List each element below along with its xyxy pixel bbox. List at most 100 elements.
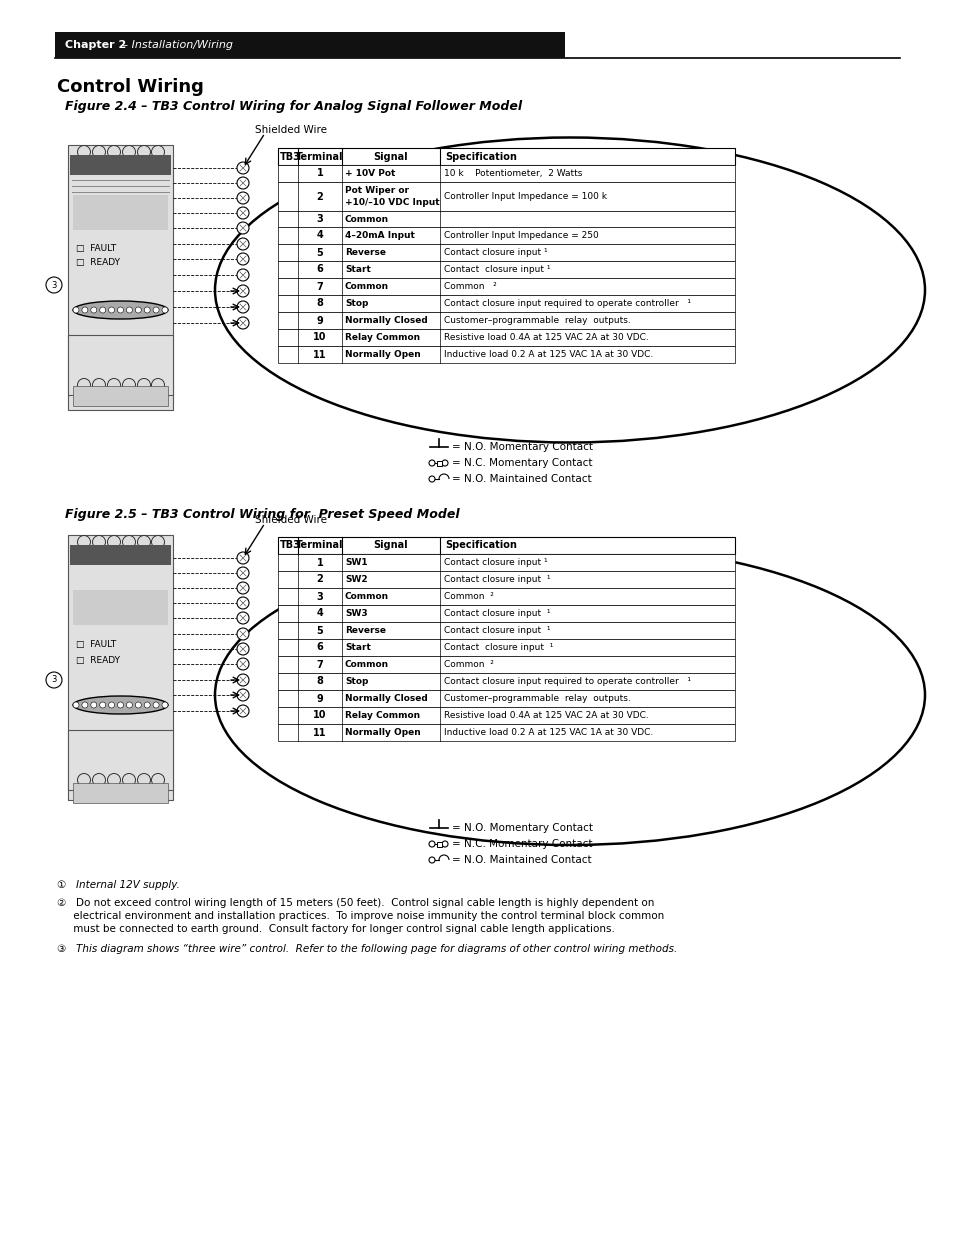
Text: = N.C. Momentary Contact: = N.C. Momentary Contact xyxy=(452,458,592,468)
Text: TB3: TB3 xyxy=(280,541,300,551)
Bar xyxy=(277,182,734,211)
Text: Terminal: Terminal xyxy=(296,152,343,162)
Text: □  READY: □ READY xyxy=(76,258,120,268)
Circle shape xyxy=(135,308,141,312)
Bar xyxy=(277,638,734,656)
Text: must be connected to earth ground.  Consult factory for longer control signal ca: must be connected to earth ground. Consu… xyxy=(57,924,615,934)
Circle shape xyxy=(236,552,249,564)
Circle shape xyxy=(122,146,135,158)
Text: 8: 8 xyxy=(316,677,323,687)
Bar xyxy=(277,329,734,346)
Text: Common: Common xyxy=(345,659,389,669)
Circle shape xyxy=(236,191,249,204)
Circle shape xyxy=(236,222,249,233)
Circle shape xyxy=(144,701,150,708)
Bar xyxy=(277,148,734,165)
Circle shape xyxy=(236,658,249,671)
Bar xyxy=(68,730,172,790)
Bar xyxy=(277,346,734,363)
Circle shape xyxy=(108,146,120,158)
Text: = N.O. Momentary Contact: = N.O. Momentary Contact xyxy=(452,442,593,452)
Circle shape xyxy=(122,536,135,548)
Text: Contact closure input  ¹: Contact closure input ¹ xyxy=(443,626,550,635)
Circle shape xyxy=(441,459,448,466)
Circle shape xyxy=(77,378,91,391)
Bar xyxy=(68,535,172,800)
Circle shape xyxy=(92,146,106,158)
Text: Common   ²: Common ² xyxy=(443,282,497,291)
Circle shape xyxy=(152,536,164,548)
Text: Controller Input Impedance = 250: Controller Input Impedance = 250 xyxy=(443,231,598,240)
Text: 9: 9 xyxy=(316,694,323,704)
Bar xyxy=(73,783,168,803)
Circle shape xyxy=(236,207,249,219)
Text: Chapter 2: Chapter 2 xyxy=(65,40,126,49)
Text: +10/–10 VDC Input: +10/–10 VDC Input xyxy=(345,199,439,207)
Text: Relay Common: Relay Common xyxy=(345,333,419,342)
Circle shape xyxy=(236,269,249,282)
Bar xyxy=(277,588,734,605)
Circle shape xyxy=(137,378,151,391)
Text: Common  ²: Common ² xyxy=(443,659,494,669)
Text: Inductive load 0.2 A at 125 VAC 1A at 30 VDC.: Inductive load 0.2 A at 125 VAC 1A at 30… xyxy=(443,350,653,359)
Text: Shielded Wire: Shielded Wire xyxy=(254,125,327,135)
Bar xyxy=(68,335,172,395)
Circle shape xyxy=(46,672,62,688)
Text: Common: Common xyxy=(345,282,389,291)
Text: 2: 2 xyxy=(316,574,323,584)
Circle shape xyxy=(92,378,106,391)
Text: Start: Start xyxy=(345,266,371,274)
Text: 3: 3 xyxy=(316,214,323,224)
Circle shape xyxy=(236,253,249,266)
Text: Start: Start xyxy=(345,643,371,652)
Circle shape xyxy=(73,701,79,708)
Circle shape xyxy=(100,308,106,312)
Circle shape xyxy=(162,308,168,312)
Text: Inductive load 0.2 A at 125 VAC 1A at 30 VDC.: Inductive load 0.2 A at 125 VAC 1A at 30… xyxy=(443,727,653,737)
Bar xyxy=(73,590,168,625)
Text: 8: 8 xyxy=(316,299,323,309)
Circle shape xyxy=(126,308,132,312)
Text: Relay Common: Relay Common xyxy=(345,711,419,720)
Ellipse shape xyxy=(73,697,168,714)
Text: Normally Open: Normally Open xyxy=(345,350,420,359)
Text: Contact closure input  ¹: Contact closure input ¹ xyxy=(443,609,550,618)
Text: Common: Common xyxy=(345,215,389,224)
Text: Control Wiring: Control Wiring xyxy=(57,78,204,96)
Text: Shielded Wire: Shielded Wire xyxy=(254,515,327,525)
Text: Reverse: Reverse xyxy=(345,626,386,635)
Circle shape xyxy=(236,177,249,189)
Circle shape xyxy=(152,701,159,708)
Circle shape xyxy=(236,705,249,718)
Text: Stop: Stop xyxy=(345,299,368,308)
Text: Contact  closure input ¹: Contact closure input ¹ xyxy=(443,266,550,274)
Circle shape xyxy=(135,701,141,708)
Circle shape xyxy=(126,701,132,708)
Circle shape xyxy=(100,701,106,708)
Text: = N.C. Momentary Contact: = N.C. Momentary Contact xyxy=(452,839,592,848)
Circle shape xyxy=(92,773,106,787)
Circle shape xyxy=(236,567,249,579)
Text: Signal: Signal xyxy=(374,152,408,162)
Circle shape xyxy=(122,773,135,787)
Bar xyxy=(277,211,734,227)
Text: 7: 7 xyxy=(316,659,323,669)
Text: 6: 6 xyxy=(316,642,323,652)
Circle shape xyxy=(162,701,168,708)
Circle shape xyxy=(77,146,91,158)
Text: Specification: Specification xyxy=(444,541,517,551)
Circle shape xyxy=(46,277,62,293)
Text: 2: 2 xyxy=(316,191,323,201)
Circle shape xyxy=(429,459,435,466)
Text: 6: 6 xyxy=(316,264,323,274)
Circle shape xyxy=(77,536,91,548)
Circle shape xyxy=(108,378,120,391)
Bar xyxy=(277,245,734,261)
Text: □  FAULT: □ FAULT xyxy=(76,243,116,252)
Bar xyxy=(277,165,734,182)
Text: 3: 3 xyxy=(316,592,323,601)
Bar xyxy=(73,195,168,230)
Circle shape xyxy=(236,582,249,594)
Text: Contact  closure input  ¹: Contact closure input ¹ xyxy=(443,643,553,652)
Text: 10: 10 xyxy=(313,710,327,720)
